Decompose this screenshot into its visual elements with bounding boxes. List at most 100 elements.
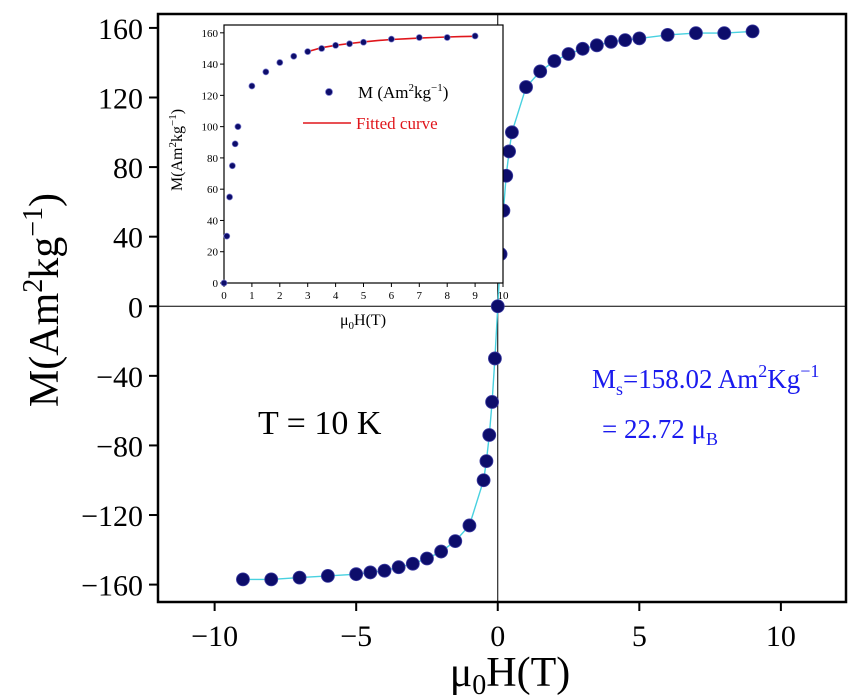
- inset-y-tick-label: 160: [202, 28, 219, 40]
- inset-data-point: [262, 68, 270, 76]
- main-data-point: [405, 556, 420, 571]
- inset-data-point: [234, 123, 242, 130]
- main-data-point: [660, 27, 675, 42]
- inset-data-point: [231, 140, 239, 148]
- y-tick-label: 40: [113, 222, 143, 255]
- main-data-point: [519, 80, 533, 94]
- inset-x-tick-label: 6: [389, 290, 395, 302]
- inset-data-point: [220, 279, 228, 287]
- inset-data-point: [388, 35, 395, 43]
- main-data-point: [320, 569, 335, 583]
- inset-y-tick-label: 120: [202, 90, 219, 102]
- legend-label-data: M (Am2kg−1): [358, 82, 448, 102]
- main-data-point: [236, 572, 250, 587]
- inset-data-point: [304, 48, 312, 55]
- inset-y-tick-label: 80: [207, 153, 219, 165]
- inset-y-tick-label: 60: [207, 184, 219, 196]
- y-tick-label: −80: [96, 430, 143, 463]
- main-data-point: [488, 351, 502, 366]
- inset-data-point: [332, 41, 339, 49]
- inset-x-tick-label: 10: [498, 290, 510, 302]
- y-tick-label: 0: [128, 291, 143, 324]
- main-data-point: [420, 551, 434, 566]
- x-tick-label: 0: [490, 620, 505, 653]
- inset-data-point: [443, 34, 451, 41]
- main-y-axis-label: M(Am2kg−1): [18, 193, 68, 407]
- main-data-point: [575, 41, 590, 56]
- inset-x-tick-label: 5: [361, 290, 367, 302]
- legend-label-fit: Fitted curve: [356, 114, 438, 133]
- inset-data-point: [360, 38, 367, 46]
- inset-y-tick-label: 0: [213, 278, 219, 290]
- main-data-point: [745, 24, 760, 39]
- main-data-point: [618, 33, 633, 47]
- main-x-axis-label: μ0H(T): [450, 650, 571, 696]
- main-data-point: [502, 144, 516, 159]
- main-data-point: [485, 395, 499, 409]
- main-data-point: [533, 64, 548, 79]
- inset-data-point: [471, 32, 479, 40]
- legend-marker-data: [325, 88, 333, 96]
- main-data-points: [236, 24, 760, 587]
- main-data-point: [482, 428, 497, 442]
- main-data-point: [479, 454, 494, 468]
- x-tick-label: 5: [632, 620, 647, 653]
- saturation-magnetization-annotation: Ms=158.02 Am2Kg−1: [592, 361, 819, 399]
- main-data-point: [547, 54, 562, 68]
- moment-per-formula-annotation: = 22.72 μB: [602, 414, 718, 449]
- x-tick-label: −10: [191, 620, 238, 653]
- main-data-point: [292, 570, 307, 585]
- inset-plot-frame: [223, 24, 504, 284]
- y-tick-label: −120: [81, 500, 143, 533]
- main-data-point: [462, 518, 477, 533]
- inset-x-tick-label: 7: [417, 290, 423, 302]
- main-data-point: [476, 473, 491, 488]
- inset-y-tick-label: 140: [202, 59, 219, 71]
- x-tick-label: −5: [340, 620, 372, 653]
- inset-x-tick-label: 1: [249, 290, 255, 302]
- inset-x-tick-label: 8: [444, 290, 450, 302]
- inset-data-point: [229, 162, 236, 170]
- main-data-point: [264, 572, 279, 587]
- inset-data-point: [226, 193, 233, 201]
- inset-y-tick-label: 40: [207, 215, 219, 227]
- main-data-point: [561, 47, 576, 61]
- main-data-point: [391, 560, 406, 575]
- inset-data-point: [223, 232, 231, 240]
- inset-data-point: [346, 40, 353, 48]
- y-tick-label: −40: [96, 361, 143, 394]
- main-data-point: [448, 534, 463, 549]
- y-tick-label: −160: [81, 570, 143, 603]
- main-data-point: [377, 563, 392, 578]
- inset-y-tick-label: 20: [207, 247, 219, 259]
- inset-x-tick-label: 0: [221, 290, 227, 302]
- inset-x-axis-label: μ0H(T): [340, 312, 386, 332]
- main-data-point: [363, 565, 378, 580]
- inset-x-tick-label: 9: [472, 290, 478, 302]
- y-tick-label: 160: [98, 13, 143, 46]
- inset-data-points: [220, 32, 479, 287]
- main-data-point: [689, 26, 703, 41]
- main-plot-frame: [156, 12, 848, 604]
- x-tick-label: 10: [766, 620, 796, 653]
- main-data-point: [490, 299, 505, 314]
- main-data-point: [717, 26, 732, 41]
- inset-data-point: [276, 59, 284, 66]
- inset-data-point: [290, 52, 298, 60]
- inset-legend: M (Am2kg−1) Fitted curve: [303, 82, 448, 133]
- y-tick-label: 80: [113, 152, 143, 185]
- inset-y-axis-label: M(Am2kg−1): [167, 109, 186, 191]
- y-tick-label: 120: [98, 83, 143, 116]
- inset-data-point: [318, 45, 325, 52]
- main-data-point: [434, 544, 449, 559]
- main-data-point: [632, 31, 647, 46]
- inset-y-tick-label: 100: [202, 122, 219, 134]
- main-data-point: [505, 125, 519, 140]
- main-data-point: [604, 34, 618, 49]
- inset-data-point: [248, 82, 256, 90]
- inset-data-point: [415, 34, 423, 41]
- inset-x-tick-label: 4: [333, 290, 339, 302]
